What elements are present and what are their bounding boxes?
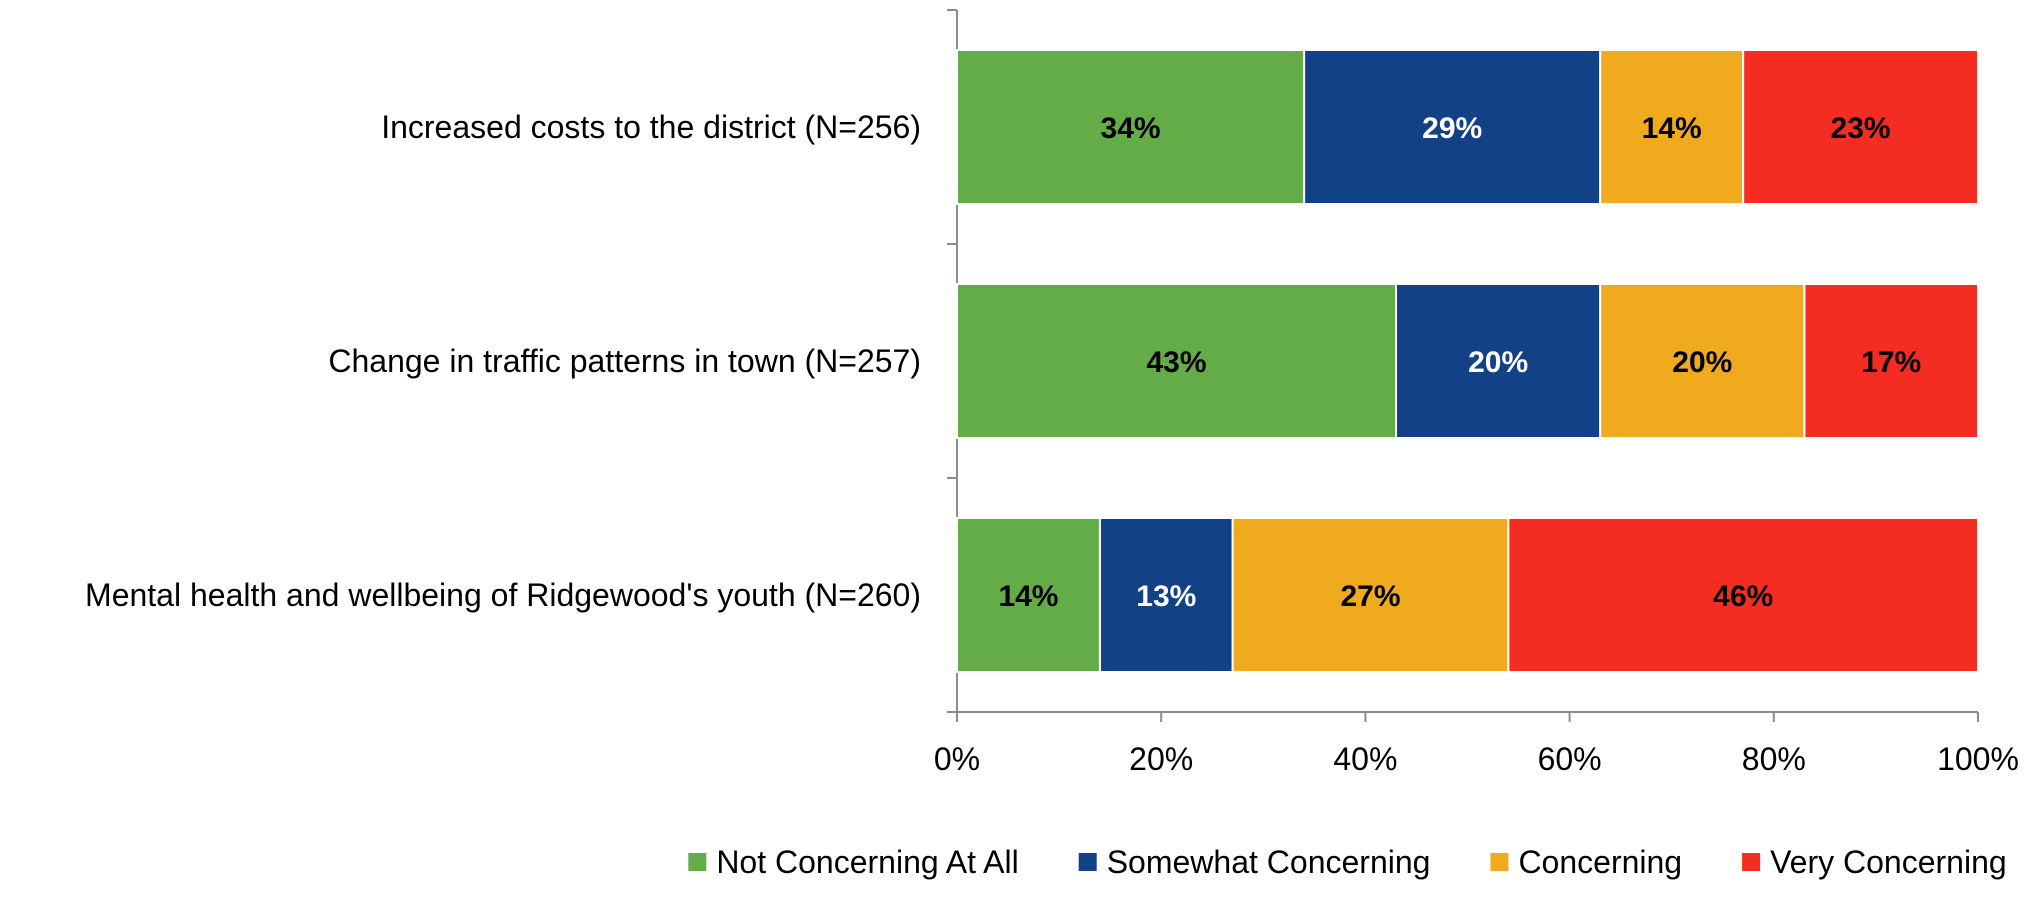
- x-tick-label: 20%: [1129, 741, 1193, 777]
- legend: Not Concerning At All Somewhat Concerning…: [688, 844, 2007, 880]
- bar-segment-very-concerning: [1507, 517, 1979, 673]
- category-labels: Increased costs to the district (N=256) C…: [85, 109, 921, 613]
- data-label: 34%: [1101, 112, 1161, 145]
- x-tick-label: 0%: [934, 741, 980, 777]
- bar-segment-very-concerning: [1803, 283, 1980, 439]
- x-tick-label: 60%: [1538, 741, 1602, 777]
- data-label: 27%: [1340, 580, 1400, 613]
- data-label: 43%: [1146, 346, 1206, 379]
- data-label: 17%: [1861, 346, 1921, 379]
- category-label: Mental health and wellbeing of Ridgewood…: [85, 577, 921, 613]
- legend-swatch-concerning: [1490, 853, 1509, 871]
- x-tick-label: 40%: [1333, 741, 1397, 777]
- bar-segment-very-concerning: [1742, 49, 1980, 205]
- bar-segment-concerning: [1599, 283, 1806, 439]
- bar-segment-concerning: [1599, 49, 1745, 205]
- data-label: 29%: [1422, 112, 1482, 145]
- legend-swatch-somewhat-concerning: [1078, 853, 1097, 871]
- x-tick-label: 100%: [1937, 741, 2019, 777]
- bar-segment-somewhat-concerning: [1395, 283, 1602, 439]
- legend-swatch-very-concerning: [1742, 853, 1761, 871]
- bar-segment-not-concerning-at-all: [956, 517, 1101, 673]
- data-label: 14%: [1642, 112, 1702, 145]
- category-label: Change in traffic patterns in town (N=25…: [328, 343, 921, 379]
- bar-segment-somewhat-concerning: [1303, 49, 1602, 205]
- legend-label: Somewhat Concerning: [1107, 844, 1431, 880]
- legend-swatch-not-concerning-at-all: [688, 853, 707, 871]
- bar-segment-concerning: [1231, 517, 1510, 673]
- legend-label: Not Concerning At All: [716, 844, 1018, 880]
- data-label: 14%: [998, 580, 1058, 613]
- data-label: 20%: [1672, 346, 1732, 379]
- data-label: 23%: [1831, 112, 1891, 145]
- bars: 34% 29% 14% 23% 43% 20% 20% 17% 14% 13% 27% 46%: [956, 49, 1980, 673]
- data-label: 13%: [1136, 580, 1196, 613]
- data-label: 46%: [1713, 580, 1773, 613]
- legend-label: Very Concerning: [1770, 844, 2007, 880]
- bar-segment-not-concerning-at-all: [956, 283, 1398, 439]
- x-tick-labels: 0% 20% 40% 60% 80% 100%: [934, 741, 2019, 777]
- category-label: Increased costs to the district (N=256): [381, 109, 921, 145]
- data-label: 20%: [1468, 346, 1528, 379]
- bar-segment-somewhat-concerning: [1098, 517, 1234, 673]
- legend-label: Concerning: [1518, 844, 1682, 880]
- bar-segment-not-concerning-at-all: [956, 49, 1306, 205]
- x-tick-label: 80%: [1742, 741, 1806, 777]
